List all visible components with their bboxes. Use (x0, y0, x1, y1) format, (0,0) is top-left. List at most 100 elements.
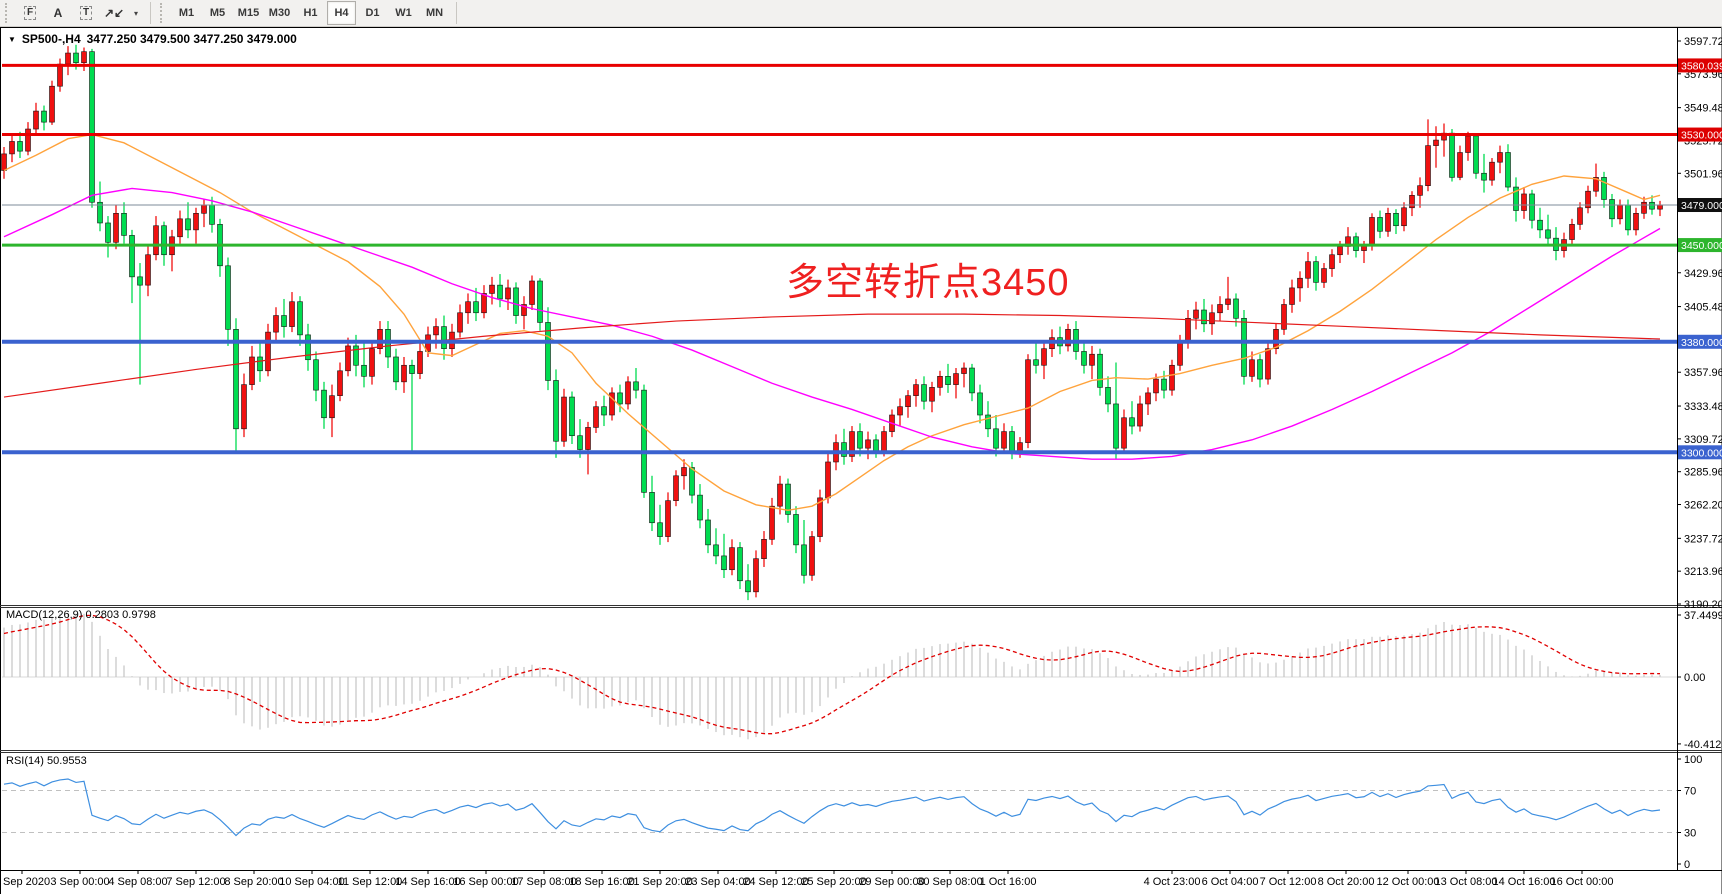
time-label: 16 Oct 00:00 (1551, 876, 1614, 888)
timeframe-W1[interactable]: W1 (395, 7, 412, 19)
candle-body (273, 315, 279, 333)
price-tick-label: 3262.200 (1684, 500, 1722, 512)
candle-body (1273, 329, 1279, 349)
text-tool-icon[interactable]: T (73, 1, 99, 25)
candle-body (1449, 132, 1455, 178)
candle-body (761, 539, 767, 559)
timeframe-D1[interactable]: D1 (365, 7, 380, 19)
price-tick-label: 3333.480 (1684, 401, 1722, 413)
time-label: 23 Sep 04:00 (685, 876, 750, 888)
candle-body (505, 287, 511, 300)
candle-body (641, 389, 647, 493)
candle-body (1161, 378, 1167, 391)
candle-body (97, 201, 103, 224)
candle-body (1041, 348, 1047, 366)
price-badge (1678, 334, 1722, 349)
time-label: 24 Sep 12:00 (743, 876, 808, 888)
candle-body (545, 322, 551, 381)
toolbar-grip[interactable] (5, 3, 13, 23)
candle-body (1177, 342, 1183, 366)
price-badge-label: 3580.039 (1681, 60, 1722, 72)
candle-body (1097, 353, 1103, 388)
rsi-axis-label: 0 (1684, 859, 1690, 871)
macd-label: MACD(12,26,9) 0.2803 0.9798 (6, 609, 156, 621)
timeframe-M5[interactable]: M5 (209, 7, 226, 19)
candle-body (1425, 145, 1431, 186)
rsi-axis-label: 70 (1684, 786, 1696, 798)
timeframe-M1[interactable]: M1 (178, 7, 195, 19)
candle-body (617, 392, 623, 405)
timeframe-H4[interactable]: H4 (327, 1, 356, 25)
candle-body (1209, 312, 1215, 325)
candle-body (129, 235, 135, 278)
candle-body (825, 461, 831, 499)
candle-body (89, 51, 95, 203)
candle-body (281, 315, 287, 327)
fibonacci-tool-icon[interactable]: F (17, 1, 43, 25)
macd-axis-label: 37.4499 (1684, 610, 1722, 622)
arrows-tool-icon[interactable]: ↗↙ (103, 6, 125, 20)
candle-body (809, 536, 815, 576)
candle-body (337, 370, 343, 396)
price-badge-label: 3300.000 (1681, 447, 1722, 459)
rsi-label: RSI(14) 50.9553 (6, 755, 87, 767)
time-label: 12 Oct 00:00 (1377, 876, 1440, 888)
candle-body (1169, 364, 1175, 391)
candle-body (681, 467, 687, 477)
candle-body (185, 218, 191, 231)
candle-body (857, 431, 863, 449)
candle-body (1321, 268, 1327, 283)
candle-body (489, 284, 495, 294)
candle-body (1153, 378, 1159, 394)
time-label: 13 Oct 08:00 (1435, 876, 1498, 888)
price-tick-label: 3549.480 (1684, 103, 1722, 115)
symbol-dropdown-icon[interactable]: ▼ (8, 34, 16, 44)
timeframe-H1[interactable]: H1 (303, 7, 318, 19)
candle-body (153, 225, 159, 256)
candle-body (1465, 135, 1471, 153)
candle-body (41, 110, 47, 123)
candle-body (1225, 298, 1231, 305)
ohlc-readout: 3477.250 3479.500 3477.250 3479.000 (86, 32, 297, 46)
candle-body (1529, 193, 1535, 221)
candle-body (225, 265, 231, 330)
candle-body (1521, 193, 1527, 211)
price-tick-label: 3597.720 (1684, 36, 1722, 48)
candle-body (577, 435, 583, 450)
candle-body (1401, 207, 1407, 227)
candle-body (729, 547, 735, 571)
macd-axis-label: 0.00 (1684, 672, 1705, 684)
chart-title: SP500-,H4 (21, 32, 81, 46)
candle-body (1497, 152, 1503, 163)
candle-body (969, 367, 975, 394)
candle-body (849, 431, 855, 457)
timeframe-MN[interactable]: MN (425, 7, 444, 19)
candle-body (17, 141, 23, 152)
candle-body (1201, 309, 1207, 325)
candle-body (1033, 359, 1039, 366)
timeframe-grip[interactable] (160, 3, 168, 23)
candle-body (161, 225, 167, 256)
candle-body (873, 439, 879, 452)
candle-body (1473, 135, 1479, 174)
timeframe-M15[interactable]: M15 (237, 7, 260, 19)
price-tick-label: 3285.960 (1684, 467, 1722, 479)
candle-body (689, 467, 695, 496)
candle-body (1217, 304, 1223, 314)
candle-body (961, 367, 967, 374)
price-badge-label: 3530.000 (1681, 130, 1722, 142)
candle-body (1009, 431, 1015, 452)
candle-body (1265, 348, 1271, 380)
candle-body (601, 406, 607, 416)
arrows-dropdown-icon[interactable]: ▾ (133, 8, 138, 18)
candle-body (801, 544, 807, 576)
price-tick-label: 3309.720 (1684, 434, 1722, 446)
candle-body (561, 396, 567, 442)
candle-body (345, 345, 351, 372)
price-badge (1678, 58, 1722, 73)
candle-body (177, 218, 183, 238)
timeframe-M30[interactable]: M30 (268, 7, 291, 19)
text-label-tool-icon[interactable]: A (53, 6, 63, 20)
time-label: 8 Oct 20:00 (1318, 876, 1375, 888)
chart-canvas[interactable]: 3597.7203573.9603549.4803525.7203501.960… (0, 27, 1722, 894)
